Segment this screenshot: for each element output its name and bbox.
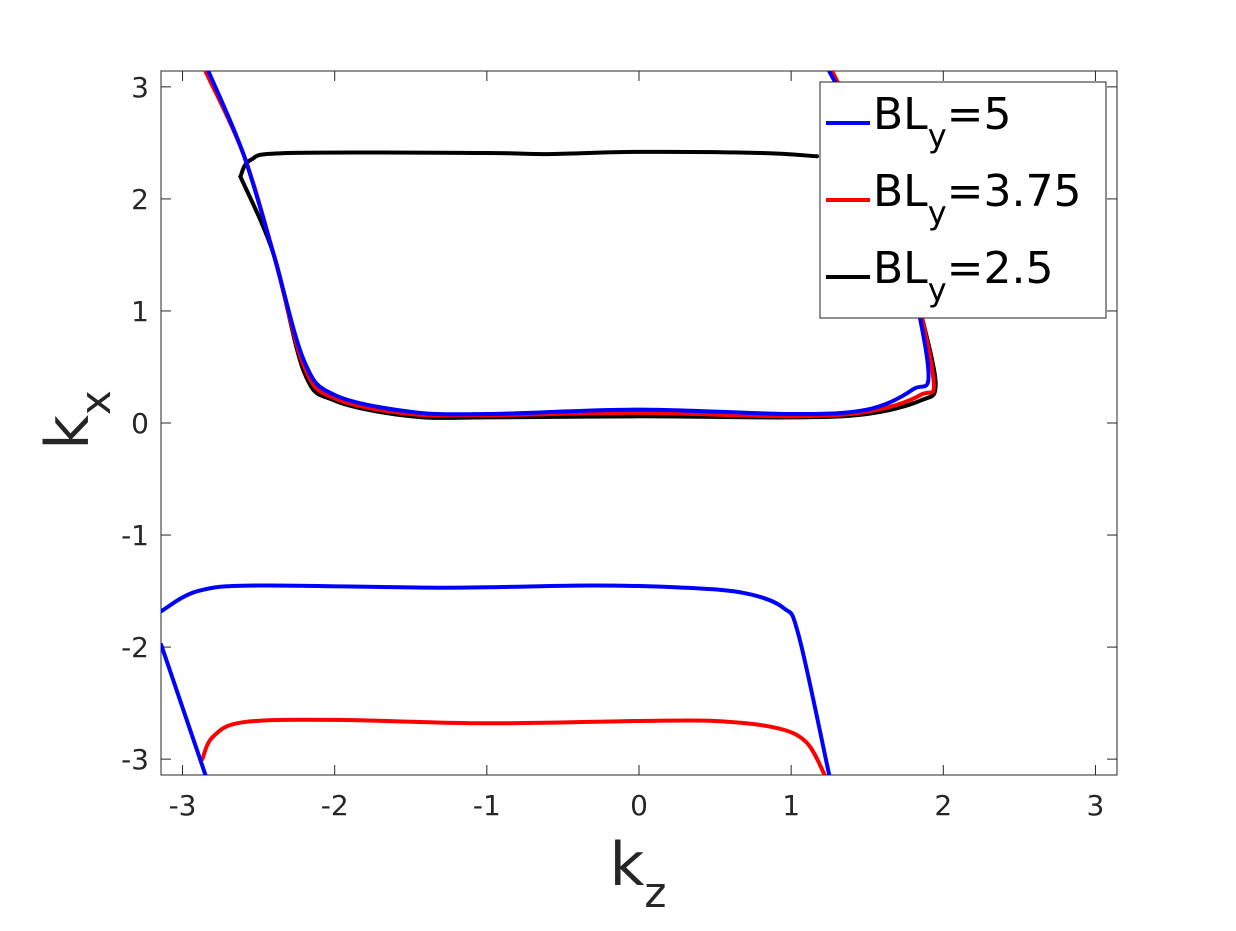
x-tick-label: 2 bbox=[934, 789, 952, 822]
y-tick-label: 3 bbox=[131, 71, 149, 104]
y-axis-label: kx bbox=[33, 390, 120, 450]
series-line bbox=[238, 149, 819, 179]
tick-labels: -3 -2 -1 0 1 2 3 -3 -2 -1 0 1 2 3 bbox=[121, 71, 1104, 822]
x-tick-label: 3 bbox=[1087, 789, 1105, 822]
y-tick-label: -1 bbox=[121, 519, 149, 552]
legend: BLy=5 BLy=3.75 BLy=2.5 bbox=[819, 81, 1107, 319]
series-line bbox=[161, 583, 832, 775]
y-tick-label: 0 bbox=[131, 407, 149, 440]
x-tick-label: -1 bbox=[473, 789, 501, 822]
y-tick-label: -2 bbox=[121, 631, 149, 664]
y-tick-label: 1 bbox=[131, 295, 149, 328]
legend-entry: BLy=2.5 bbox=[873, 243, 1053, 309]
legend-entry: BLy=3.75 bbox=[873, 166, 1081, 232]
x-tick-label: 1 bbox=[782, 789, 800, 822]
x-tick-label: -3 bbox=[169, 789, 197, 822]
series-line bbox=[200, 717, 827, 775]
series-line bbox=[161, 642, 208, 775]
axis-ticks bbox=[161, 71, 1117, 775]
x-tick-label: -2 bbox=[321, 789, 349, 822]
x-axis-label: kz bbox=[610, 830, 667, 917]
y-tick-label: 2 bbox=[131, 183, 149, 216]
x-tick-label: 0 bbox=[630, 789, 648, 822]
legend-entry: BLy=5 bbox=[873, 89, 1012, 155]
y-tick-label: -3 bbox=[121, 743, 149, 776]
